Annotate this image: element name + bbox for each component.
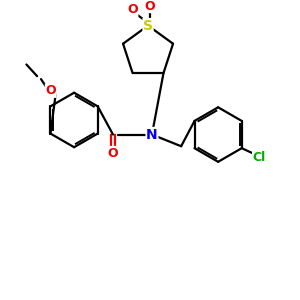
Text: O: O xyxy=(45,84,56,97)
Text: O: O xyxy=(127,4,138,16)
Text: O: O xyxy=(145,0,155,13)
Text: O: O xyxy=(108,146,118,160)
Text: N: N xyxy=(146,128,158,142)
Text: S: S xyxy=(143,19,153,33)
Text: Cl: Cl xyxy=(253,152,266,164)
